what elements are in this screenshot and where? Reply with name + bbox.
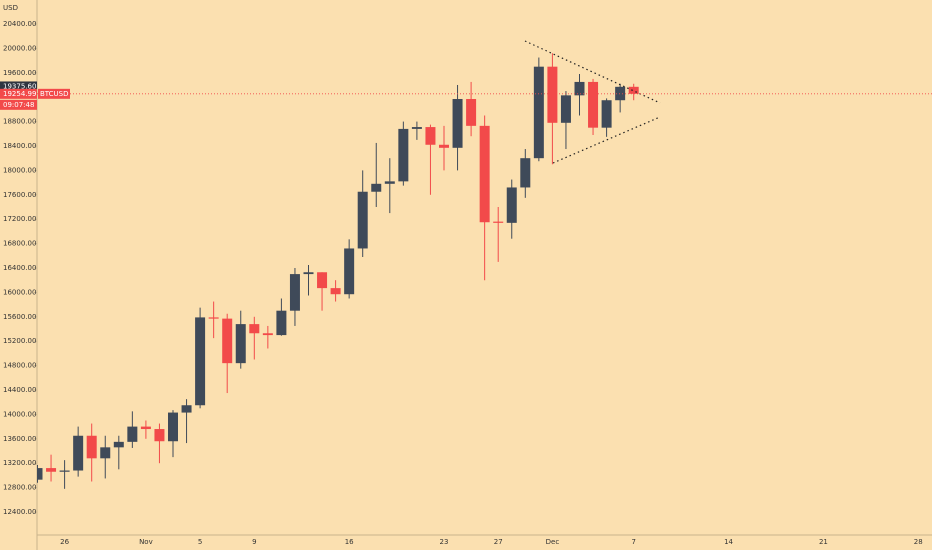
candle-body — [73, 435, 84, 471]
candle-body — [303, 272, 314, 275]
x-tick-label: 26 — [60, 538, 69, 546]
candle-body — [249, 324, 260, 334]
candle-body — [289, 274, 300, 311]
x-tick-label: 23 — [440, 538, 449, 546]
candle-body — [262, 333, 273, 336]
candle-body — [615, 86, 626, 101]
y-tick-label: 13200.00 — [3, 459, 36, 467]
candle-body — [452, 99, 463, 148]
plot-area — [37, 53, 639, 489]
x-tick-label: 5 — [198, 538, 202, 546]
y-tick-label: 18400.00 — [3, 142, 36, 150]
y-tick-label: 18800.00 — [3, 118, 36, 126]
candle-body — [86, 435, 97, 459]
candle-body — [466, 99, 477, 126]
candle-body — [506, 187, 517, 223]
symbol-tag — [38, 88, 70, 99]
last-price-label: 19254.99 — [3, 90, 36, 98]
countdown-label: 09:07:48 — [3, 101, 34, 109]
candle-body — [113, 441, 124, 448]
y-tick-label: 20000.00 — [3, 44, 36, 52]
y-tick-label: 14800.00 — [3, 362, 36, 370]
candle-body — [588, 81, 599, 128]
y-tick-label: 15600.00 — [3, 313, 36, 321]
candle-body — [371, 183, 382, 192]
y-tick-label: 12800.00 — [3, 484, 36, 492]
candle-body — [547, 66, 558, 123]
candle-body — [222, 318, 233, 364]
candle-body — [154, 429, 165, 442]
candle-body — [344, 248, 355, 295]
candle-body — [601, 100, 612, 128]
y-tick-label: 13600.00 — [3, 435, 36, 443]
y-tick-label: 18000.00 — [3, 166, 36, 174]
candle-body — [520, 158, 531, 188]
y-tick-label: 16800.00 — [3, 240, 36, 248]
candle-body — [425, 127, 436, 145]
candle-body — [195, 317, 206, 406]
candle-body — [411, 127, 422, 129]
currency-label: USD — [3, 4, 18, 12]
candle-body — [398, 128, 409, 182]
y-tick-label: 20400.00 — [3, 20, 36, 28]
candle-body — [235, 324, 246, 364]
x-tick-label: Dec — [546, 538, 560, 546]
x-tick-label: Nov — [139, 538, 153, 546]
candle-body — [59, 470, 70, 472]
candle-body — [330, 288, 341, 295]
x-tick-label: 28 — [914, 538, 923, 546]
candle-body — [574, 81, 585, 96]
countdown-tag — [0, 99, 37, 110]
candle-body — [46, 468, 57, 472]
y-tick-label: 19600.00 — [3, 69, 36, 77]
candle-body — [127, 426, 138, 442]
candle-body — [628, 86, 639, 94]
y-tick-label: 16000.00 — [3, 288, 36, 296]
y-tick-label: 14000.00 — [3, 410, 36, 418]
candle-body — [276, 310, 287, 336]
x-tick-label: 27 — [494, 538, 503, 546]
candle-body — [37, 468, 43, 480]
x-tick-label: 9 — [252, 538, 256, 546]
candle-body — [384, 181, 395, 184]
candle-body — [493, 221, 504, 223]
candle-body — [181, 405, 192, 413]
candle-body — [100, 447, 111, 459]
y-tick-label: 17600.00 — [3, 191, 36, 199]
candle-body — [357, 191, 368, 249]
candle-body — [439, 144, 449, 148]
y-tick-label: 15200.00 — [3, 337, 36, 345]
candle-body — [208, 317, 219, 319]
symbol-label: BTCUSD — [40, 90, 69, 98]
candle-body — [533, 66, 544, 159]
x-tick-label: 7 — [631, 538, 635, 546]
x-tick-label: 16 — [345, 538, 354, 546]
x-tick-label: 21 — [819, 538, 828, 546]
y-tick-label: 14400.00 — [3, 386, 36, 394]
candle-body — [140, 426, 151, 430]
candle-body — [560, 95, 571, 123]
candle-body — [168, 412, 178, 442]
trendline-lower — [552, 116, 661, 164]
candle-body — [317, 272, 328, 289]
y-tick-label: 17200.00 — [3, 215, 36, 223]
y-tick-label: 12400.00 — [3, 508, 36, 516]
candle-body — [479, 125, 490, 223]
y-tick-label: 16400.00 — [3, 264, 36, 272]
price-marker-tag — [0, 81, 37, 92]
price-marker-label: 19375.60 — [3, 82, 36, 90]
last-price-tag — [0, 88, 37, 99]
x-tick-label: 14 — [724, 538, 733, 546]
